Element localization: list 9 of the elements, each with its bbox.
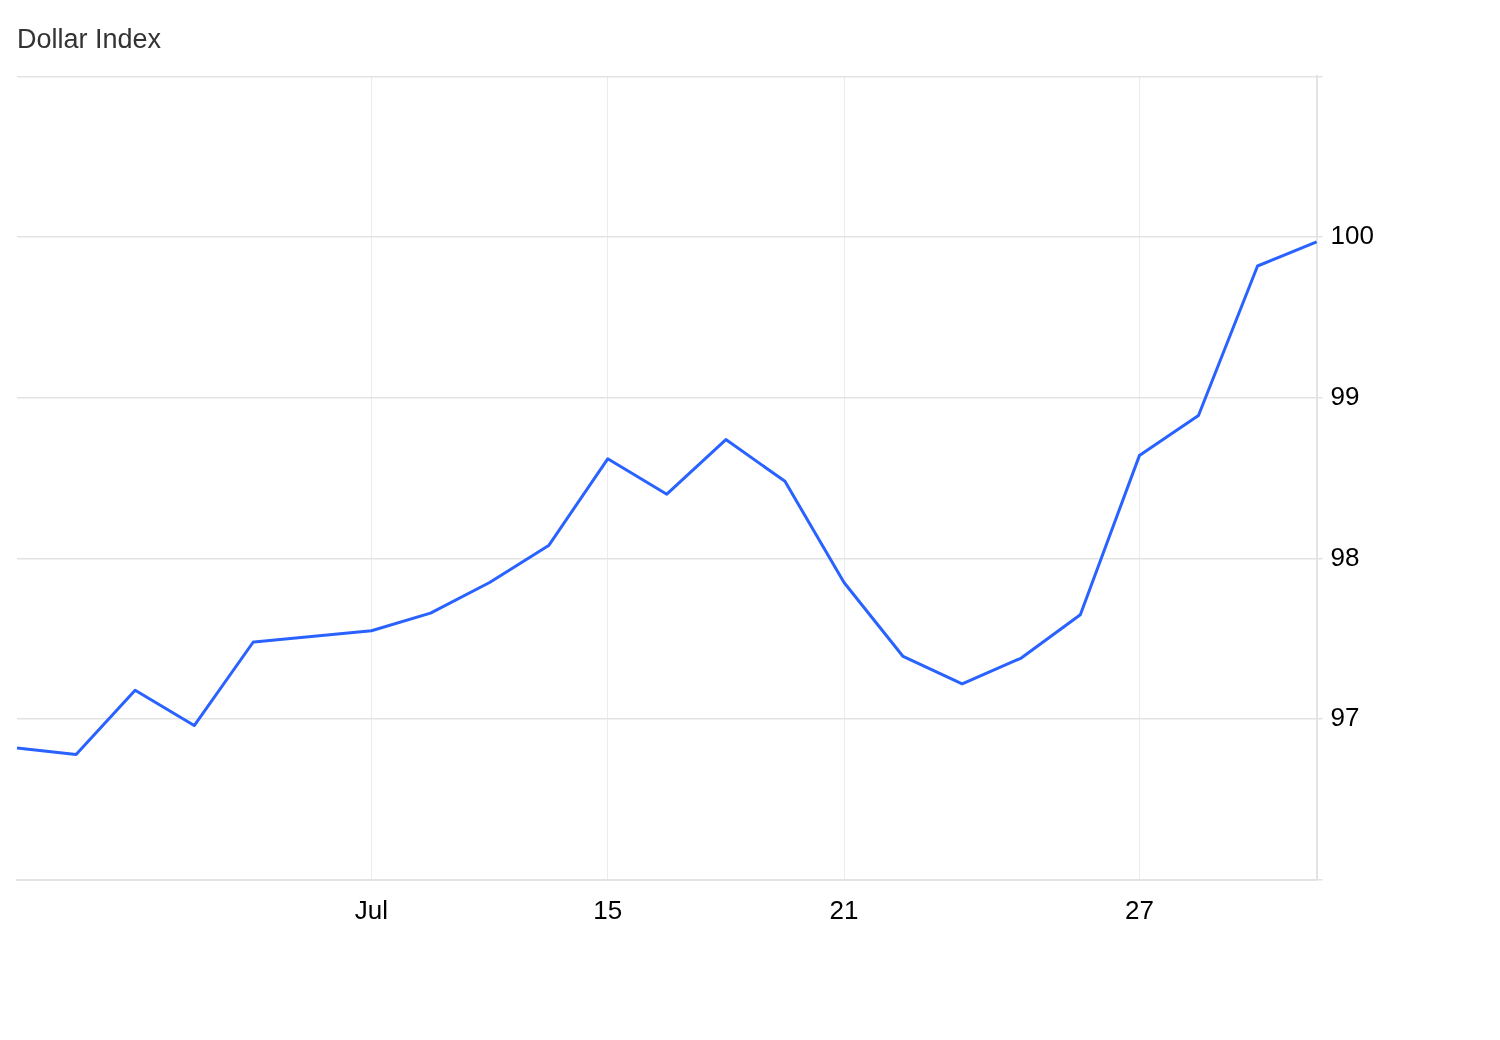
x-tick-label: 15 (593, 894, 623, 925)
chart-title: Dollar Index (17, 23, 162, 54)
x-tick-label: 21 (829, 894, 859, 925)
y-tick-label: 97 (1330, 702, 1360, 733)
y-tick-label: 99 (1330, 380, 1360, 411)
x-tick-label: Jul (354, 894, 389, 925)
x-tick-label: 27 (1124, 894, 1154, 925)
y-tick-label: 100 (1330, 220, 1375, 251)
y-tick-label: 98 (1330, 541, 1360, 572)
